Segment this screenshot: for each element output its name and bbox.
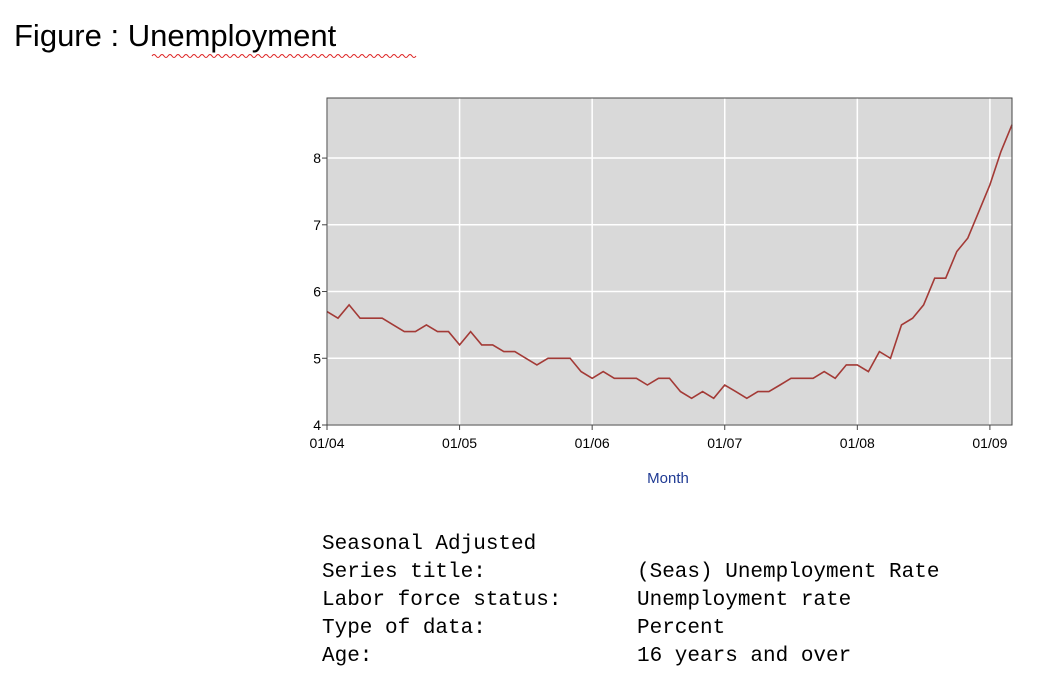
x-tick-label: 01/05 xyxy=(442,435,477,451)
x-tick-label: 01/09 xyxy=(972,435,1007,451)
x-tick-label: 01/06 xyxy=(575,435,610,451)
y-tick-label: 7 xyxy=(313,217,321,233)
data-line xyxy=(326,124,1013,400)
y-tick-label: 4 xyxy=(313,417,321,433)
details-heading: Seasonal Adjusted xyxy=(322,533,536,556)
x-tick-label: 01/08 xyxy=(840,435,875,451)
plot-border xyxy=(326,97,1013,426)
detail-label: Type of data: xyxy=(322,617,486,640)
y-tick-label: 5 xyxy=(313,350,321,366)
x-axis-label: Month xyxy=(647,470,689,487)
detail-value: (Seas) Unemployment Rate xyxy=(637,561,939,584)
detail-value: 16 years and over xyxy=(637,645,851,668)
x-tick-label: 01/04 xyxy=(309,435,344,451)
detail-label: Series title: xyxy=(322,561,486,584)
y-tick-label: 8 xyxy=(313,150,321,166)
y-tick-label: 6 xyxy=(313,284,321,300)
detail-label: Labor force status: xyxy=(322,589,561,612)
plot-area xyxy=(327,98,1012,425)
detail-label: Age: xyxy=(322,645,372,668)
detail-value: Unemployment rate xyxy=(637,589,851,612)
x-tick-label: 01/07 xyxy=(707,435,742,451)
spell-underline xyxy=(151,54,417,58)
figure-title: Figure : Unemployment xyxy=(14,18,337,53)
detail-value: Percent xyxy=(637,617,725,640)
